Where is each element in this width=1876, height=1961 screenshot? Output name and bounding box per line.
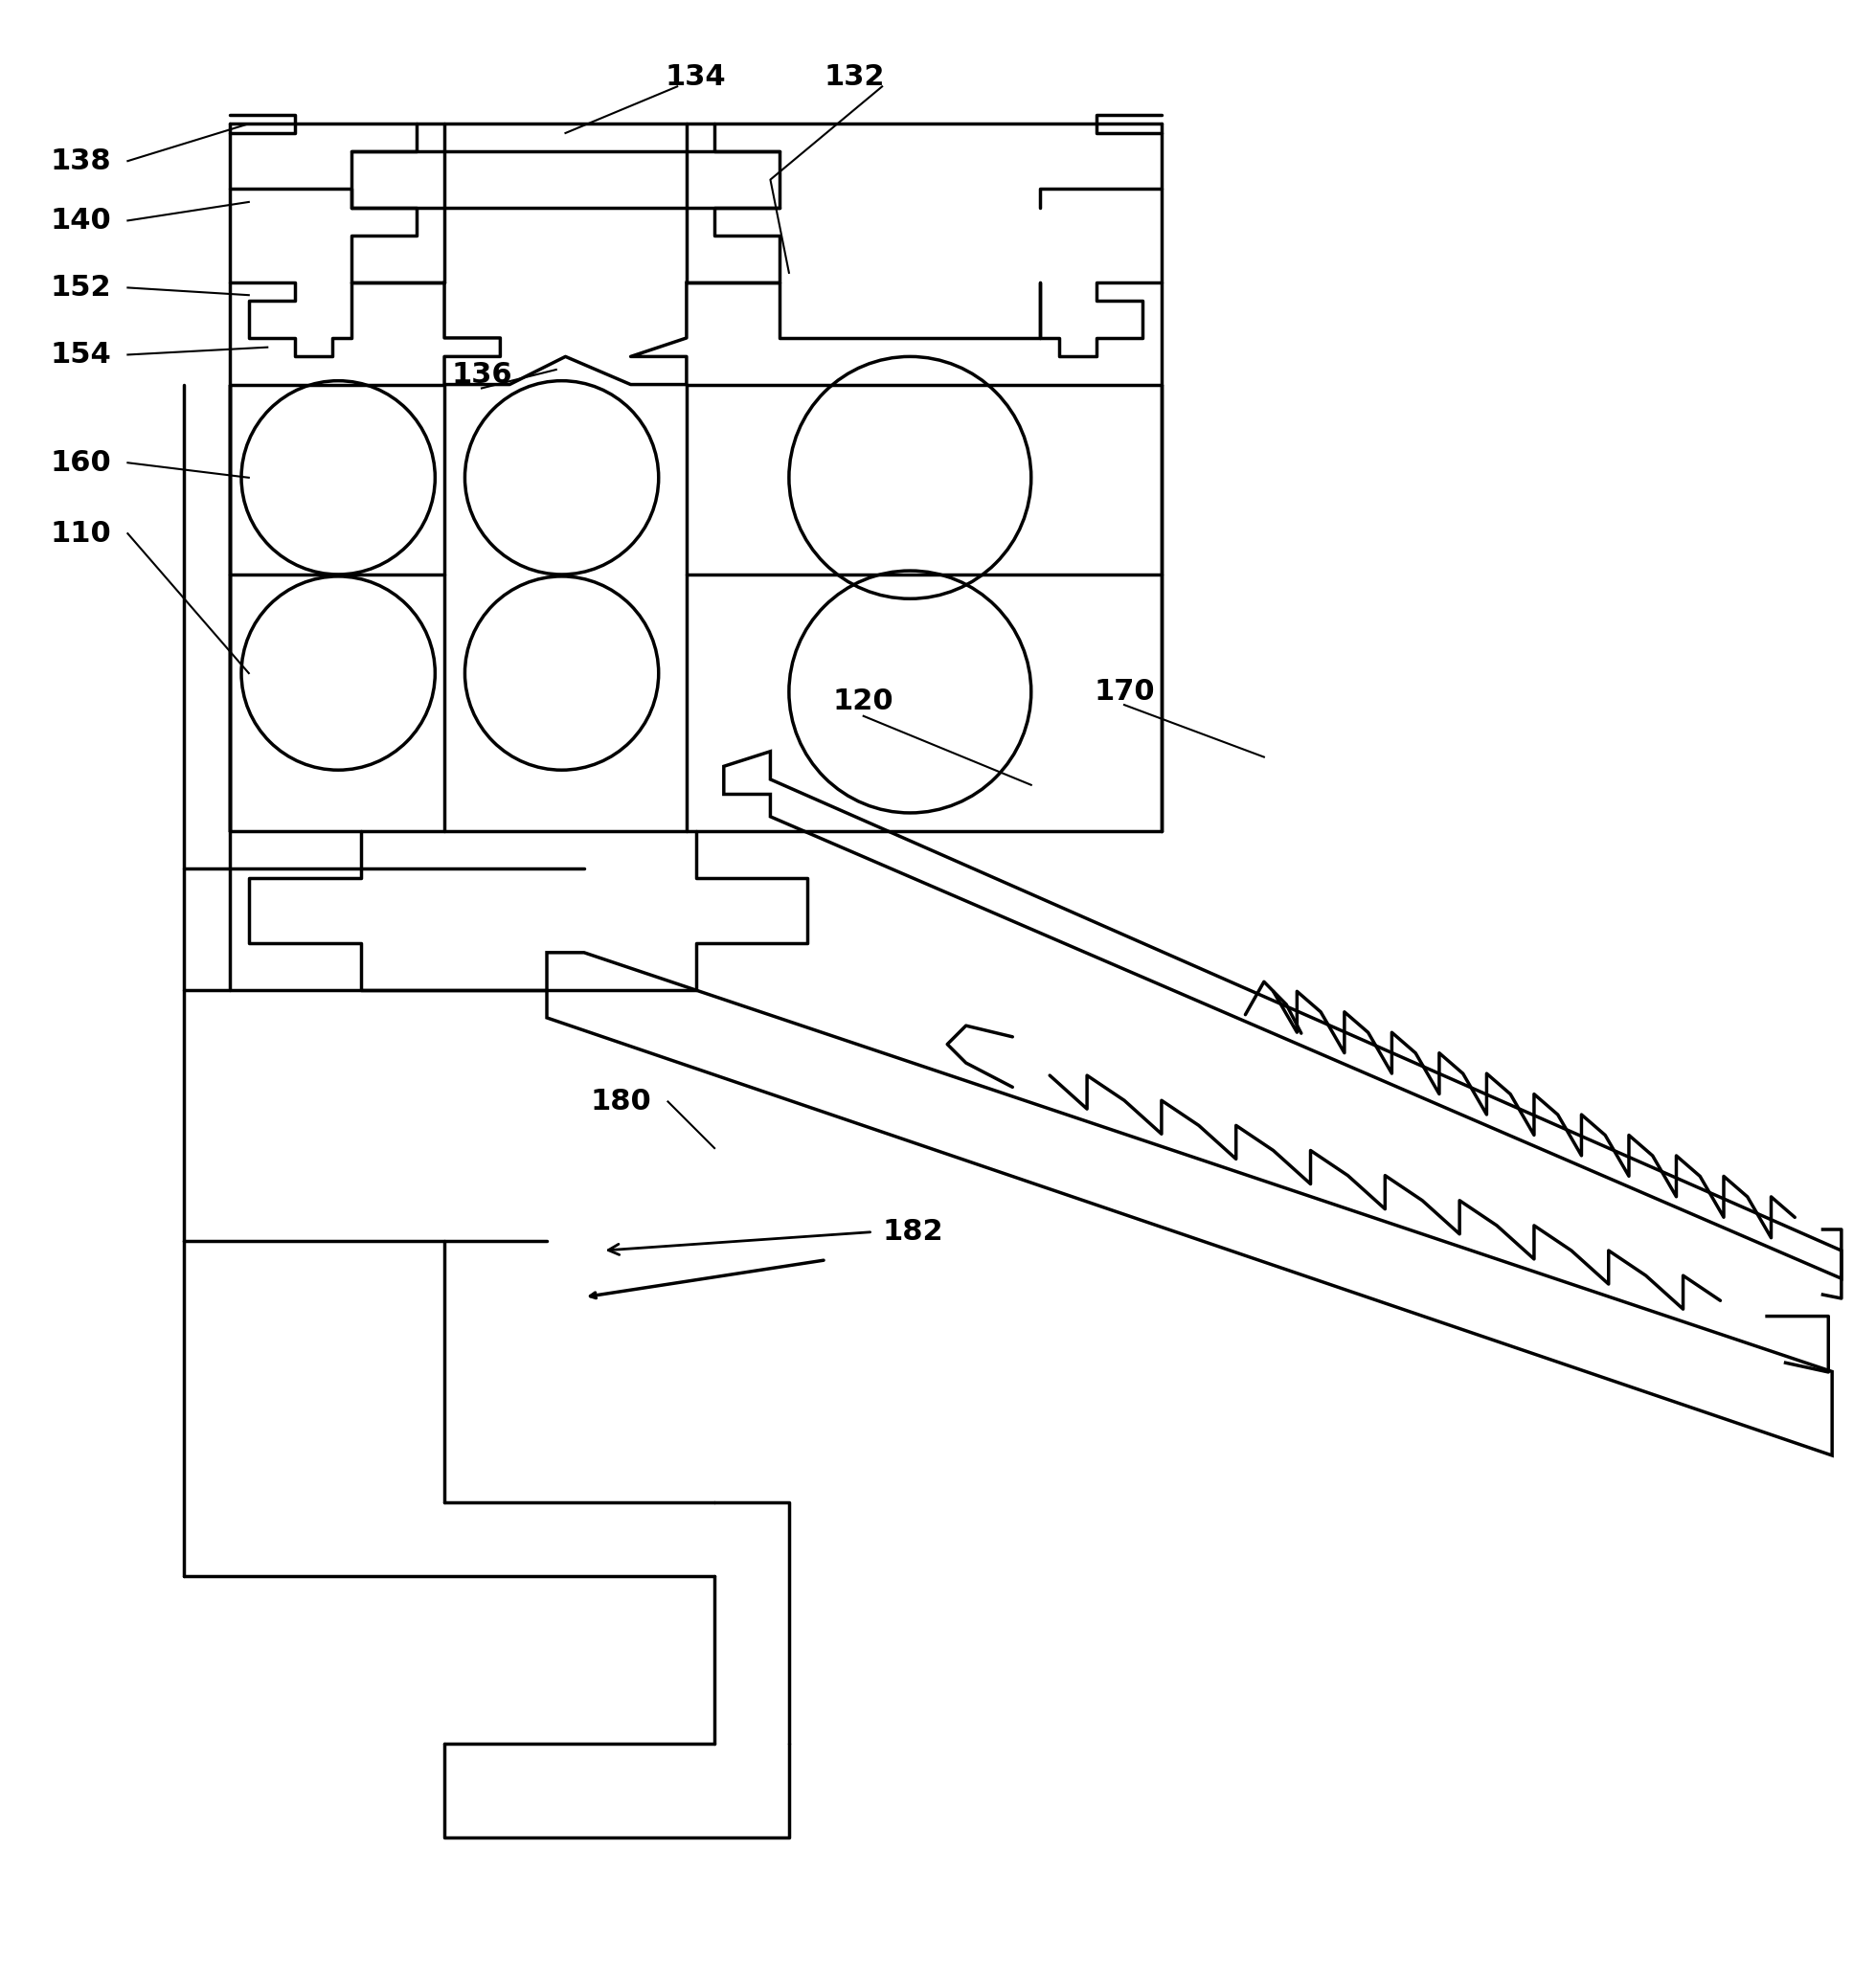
Text: 170: 170 [1094, 679, 1156, 706]
Text: 136: 136 [450, 361, 512, 388]
Text: 134: 134 [666, 63, 726, 90]
Text: 120: 120 [833, 686, 895, 716]
Text: 182: 182 [882, 1218, 944, 1245]
Text: 154: 154 [51, 341, 113, 369]
Text: 110: 110 [51, 520, 113, 547]
Text: 132: 132 [824, 63, 885, 90]
Text: 140: 140 [51, 206, 113, 235]
Text: 152: 152 [51, 275, 113, 302]
Text: 138: 138 [51, 147, 113, 175]
Text: 180: 180 [591, 1088, 651, 1116]
Text: 160: 160 [51, 449, 113, 477]
